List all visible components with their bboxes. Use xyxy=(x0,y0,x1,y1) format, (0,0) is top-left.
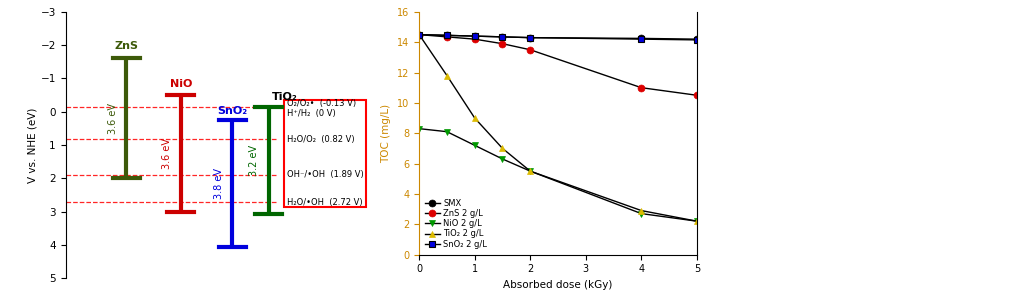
Text: TiO₂: TiO₂ xyxy=(272,92,297,102)
SnO₂ 2 g/L xyxy=(691,38,703,42)
Text: OH⁻/•OH  (1.89 V): OH⁻/•OH (1.89 V) xyxy=(288,170,365,179)
TiO₂ 2 g/L xyxy=(413,33,425,36)
SMX xyxy=(691,37,703,41)
SMX xyxy=(524,36,536,39)
ZnS 2 g/L xyxy=(635,86,647,89)
Line: NiO 2 g/L: NiO 2 g/L xyxy=(416,125,700,225)
ZnS 2 g/L xyxy=(440,35,452,39)
Text: NiO: NiO xyxy=(170,79,192,89)
Text: 3.8 eV: 3.8 eV xyxy=(214,168,223,199)
NiO 2 g/L xyxy=(524,169,536,173)
Text: SnO₂: SnO₂ xyxy=(217,106,247,116)
ZnS 2 g/L xyxy=(469,37,481,41)
SnO₂ 2 g/L xyxy=(413,33,425,36)
SnO₂ 2 g/L xyxy=(635,37,647,41)
ZnS 2 g/L xyxy=(691,94,703,97)
TiO₂ 2 g/L xyxy=(524,169,536,173)
Line: TiO₂ 2 g/L: TiO₂ 2 g/L xyxy=(416,31,700,225)
NiO 2 g/L xyxy=(635,212,647,215)
SMX xyxy=(413,33,425,36)
SnO₂ 2 g/L xyxy=(440,33,452,37)
SMX xyxy=(440,33,452,37)
TiO₂ 2 g/L xyxy=(440,74,452,77)
ZnS 2 g/L xyxy=(524,48,536,52)
NiO 2 g/L xyxy=(469,144,481,147)
TiO₂ 2 g/L xyxy=(691,219,703,223)
Text: 3.6 eV: 3.6 eV xyxy=(108,103,117,134)
Y-axis label: V vs. NHE (eV): V vs. NHE (eV) xyxy=(28,107,37,183)
NiO 2 g/L xyxy=(497,157,508,161)
SnO₂ 2 g/L xyxy=(497,35,508,39)
Line: ZnS 2 g/L: ZnS 2 g/L xyxy=(416,31,700,99)
Bar xyxy=(284,100,366,207)
Text: H₂O/•OH  (2.72 V): H₂O/•OH (2.72 V) xyxy=(288,198,363,207)
Legend: SMX, ZnS 2 g/L, NiO 2 g/L, TiO₂ 2 g/L, SnO₂ 2 g/L: SMX, ZnS 2 g/L, NiO 2 g/L, TiO₂ 2 g/L, S… xyxy=(423,197,489,250)
ZnS 2 g/L xyxy=(497,42,508,46)
SMX xyxy=(497,35,508,39)
Text: O₂/O₂•  (-0.13 V): O₂/O₂• (-0.13 V) xyxy=(288,99,357,108)
Line: SnO₂ 2 g/L: SnO₂ 2 g/L xyxy=(416,31,700,44)
ZnS 2 g/L xyxy=(413,33,425,36)
SnO₂ 2 g/L xyxy=(469,34,481,38)
Text: 3.6 eV: 3.6 eV xyxy=(163,138,172,169)
Text: 3.2 eV: 3.2 eV xyxy=(249,145,260,176)
Y-axis label: TOC (mg/L): TOC (mg/L) xyxy=(382,104,392,163)
SMX xyxy=(635,37,647,40)
NiO 2 g/L xyxy=(413,127,425,131)
TiO₂ 2 g/L xyxy=(635,209,647,212)
Text: H₂O/O₂  (0.82 V): H₂O/O₂ (0.82 V) xyxy=(288,135,356,144)
TiO₂ 2 g/L xyxy=(469,116,481,120)
SMX xyxy=(469,34,481,38)
Line: SMX: SMX xyxy=(416,31,700,43)
SnO₂ 2 g/L xyxy=(524,36,536,39)
TiO₂ 2 g/L xyxy=(497,147,508,150)
X-axis label: Absorbed dose (kGy): Absorbed dose (kGy) xyxy=(503,280,613,290)
NiO 2 g/L xyxy=(691,219,703,223)
Text: ZnS: ZnS xyxy=(114,41,138,51)
NiO 2 g/L xyxy=(440,130,452,133)
Text: H⁺/H₂  (0 V): H⁺/H₂ (0 V) xyxy=(288,109,336,118)
